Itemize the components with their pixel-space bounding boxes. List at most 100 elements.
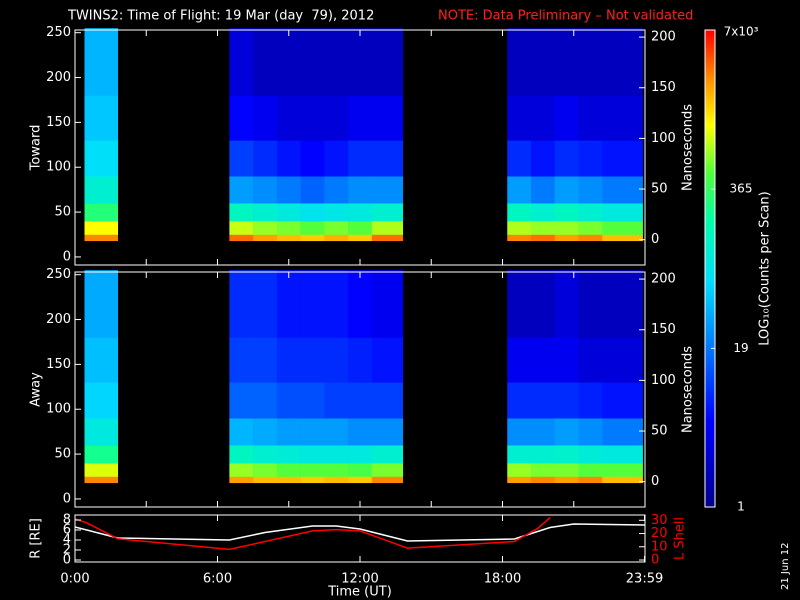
heatmap-cell (531, 445, 556, 464)
heatmap-cell (276, 203, 301, 222)
y-tick-label: 0 (63, 249, 71, 264)
heatmap-cell (253, 234, 278, 242)
y-tick-label: 200 (46, 312, 71, 327)
heatmap-cell (324, 445, 349, 464)
heatmap-cell (229, 463, 254, 477)
heatmap-cell (578, 476, 603, 484)
heatmap-cell (300, 28, 325, 96)
heatmap-cell (602, 270, 643, 338)
heatmap-cell (531, 221, 556, 235)
heatmap-cell (578, 337, 603, 383)
y-tick-label: 100 (46, 160, 71, 175)
heatmap-cell (253, 463, 278, 477)
x-tick-label: 0:00 (60, 572, 89, 587)
y-tick-label: 250 (46, 267, 71, 282)
heatmap-cell (578, 463, 603, 477)
heatmap-cell (348, 234, 373, 242)
heatmap-cell (276, 382, 301, 419)
heatmap-cell (531, 176, 556, 204)
heatmap-cell (371, 140, 404, 177)
heatmap-cell (602, 234, 643, 242)
heatmap-cell (253, 445, 278, 464)
colorbar-tick-label: 365 (730, 182, 753, 196)
heatmap-cell (371, 382, 404, 419)
heatmap-cell (371, 234, 404, 242)
heatmap-cell (578, 221, 603, 235)
heatmap-cell (371, 476, 404, 484)
y2-tick-label: 100 (651, 373, 676, 388)
heatmap-cell (602, 203, 643, 222)
heatmap-cell (554, 95, 579, 141)
heatmap-cell (300, 203, 325, 222)
y-tick-label: 150 (46, 357, 71, 372)
heatmap-cell (602, 418, 643, 446)
heatmap-cell (348, 28, 373, 96)
heatmap-cell (531, 28, 556, 96)
heatmap-cell (84, 463, 119, 477)
y-tick-label: 150 (46, 115, 71, 130)
heatmap-cell (348, 95, 373, 141)
colorbar-label: LOG₁₀(Counts per Scan) (758, 191, 773, 346)
y2-tick-label: 0 (651, 232, 659, 247)
heatmap-cell (229, 418, 254, 446)
heatmap-cell (602, 337, 643, 383)
heatmap-cell (300, 476, 325, 484)
heatmap-cell (531, 463, 556, 477)
y2-axis-label: L Shell (673, 517, 688, 560)
heatmap-cell (348, 221, 373, 235)
heatmap-cell (300, 270, 325, 338)
heatmap-cell (531, 203, 556, 222)
heatmap-cell (602, 382, 643, 419)
heatmap-cell (229, 28, 254, 96)
heatmap-cell (324, 28, 349, 96)
heatmap-cell (554, 445, 579, 464)
x-tick-label: 23:59 (626, 572, 663, 587)
x-axis-label: Time (UT) (327, 585, 392, 600)
heatmap-cell (253, 270, 278, 338)
heatmap-cell (324, 234, 349, 242)
heatmap-cell (348, 382, 373, 419)
heatmap-cell (324, 221, 349, 235)
heatmap-cell (300, 445, 325, 464)
heatmap-cell (324, 463, 349, 477)
y-tick-label: 8 (63, 513, 71, 528)
y-tick-label: 250 (46, 25, 71, 40)
heatmap-cell (84, 221, 119, 235)
heatmap-cell (371, 418, 404, 446)
heatmap-cell (324, 95, 349, 141)
heatmap-cell (507, 140, 532, 177)
heatmap-cell (602, 476, 643, 484)
heatmap-cell (578, 95, 603, 141)
y-tick-label: 50 (54, 205, 71, 220)
heatmap-cell (507, 382, 532, 419)
heatmap-cell (507, 176, 532, 204)
heatmap-cell (602, 221, 643, 235)
heatmap-cell (276, 418, 301, 446)
y2-axis-label: Nanoseconds (681, 346, 696, 433)
y-tick-label: 50 (54, 447, 71, 462)
heatmap-cell (348, 476, 373, 484)
y2-tick-label: 50 (651, 424, 668, 439)
heatmap-cell (507, 418, 532, 446)
line-series (75, 517, 551, 551)
heatmap-cell (371, 270, 404, 338)
heatmap-cell (300, 95, 325, 141)
heatmap-cell (253, 28, 278, 96)
heatmap-cell (229, 176, 254, 204)
date-stamp: 21 Jun 12 (780, 543, 791, 590)
heatmap-cell (554, 463, 579, 477)
heatmap-cell (84, 28, 119, 96)
heatmap-cell (602, 28, 643, 96)
heatmap-cell (578, 140, 603, 177)
heatmap-cell (324, 476, 349, 484)
heatmap-cell (554, 418, 579, 446)
heatmap-cell (300, 140, 325, 177)
heatmap-cell (324, 337, 349, 383)
heatmap-cell (84, 445, 119, 464)
heatmap-cell (253, 418, 278, 446)
y-tick-label: 0 (63, 553, 71, 568)
heatmap-cell (348, 337, 373, 383)
heatmap-cell (578, 234, 603, 242)
y2-tick-label: 50 (651, 182, 668, 197)
heatmap-cell (253, 203, 278, 222)
